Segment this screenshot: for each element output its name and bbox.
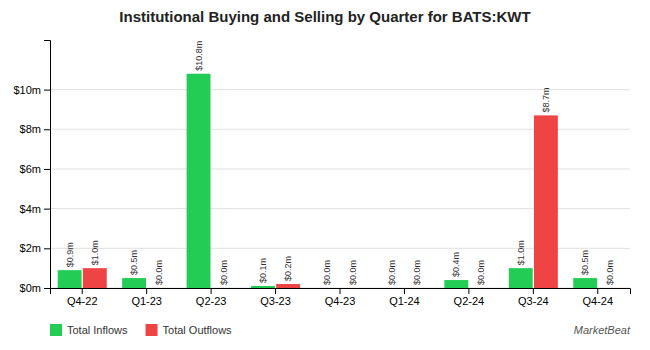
y-tick: $2m xyxy=(20,242,50,254)
legend-label: Total Inflows xyxy=(67,324,128,336)
title: Institutional Buying and Selling by Quar… xyxy=(119,8,530,25)
legend-swatch xyxy=(146,324,158,336)
bar xyxy=(380,288,404,289)
y-tick-label: $8m xyxy=(20,123,41,135)
data-label: $0.9m xyxy=(65,242,75,267)
data-label: $0.5m xyxy=(580,250,590,275)
bar xyxy=(315,288,339,289)
grid xyxy=(50,90,630,288)
data-label: $1.0m xyxy=(516,240,526,265)
y-tick-label: $6m xyxy=(20,163,41,175)
x-tick-label: Q3-24 xyxy=(518,295,549,307)
y-tick-mark xyxy=(44,90,50,91)
bar xyxy=(405,288,429,289)
x-tick-mark xyxy=(597,288,598,294)
x-tick-label: Q2-23 xyxy=(196,295,227,307)
x-axis-line xyxy=(51,289,631,295)
y-tick-label: $2m xyxy=(20,242,41,254)
bar xyxy=(573,278,597,288)
y-tick: $0m xyxy=(20,282,50,294)
data-label: $0.0m xyxy=(154,260,164,285)
x-tick-label: Q1-24 xyxy=(389,295,420,307)
annotation: MarketBeat xyxy=(574,324,631,336)
y-tick-mark xyxy=(44,209,50,210)
bar xyxy=(444,280,468,288)
y-tick: $8m xyxy=(20,123,50,135)
data-label: $0.5m xyxy=(129,250,139,275)
data-label: $0.2m xyxy=(283,256,293,281)
data-label: $0.4m xyxy=(451,252,461,277)
y-tick-mark xyxy=(44,288,50,289)
bar xyxy=(509,268,533,288)
bar xyxy=(598,288,622,289)
x-tick: Q3-23 xyxy=(260,288,291,307)
x-tick: Q4-22 xyxy=(67,288,98,307)
x-tick-mark xyxy=(275,288,276,294)
bars xyxy=(58,74,597,288)
data-label: $0.0m xyxy=(322,260,332,285)
bar xyxy=(187,74,211,288)
x-axis: Q4-22 Q1-23 Q2-23 Q3-23 Q4-23 Q1-24 Q2-24 Q3-24… xyxy=(51,288,631,307)
bar xyxy=(147,288,171,289)
data-labels: $0.9m $0.5m $10.8m $0.1m $0.0m $0.0m $0.4m $1.0… xyxy=(65,41,616,285)
x-tick-mark xyxy=(468,288,469,294)
bar xyxy=(212,288,236,289)
y-tick: $10m xyxy=(13,84,50,96)
data-label: $0.0m xyxy=(605,260,615,285)
bar xyxy=(276,284,300,288)
y-tick-label: $10m xyxy=(13,84,41,96)
bar xyxy=(58,270,82,288)
x-tick-mark xyxy=(340,288,341,294)
x-tick: Q1-24 xyxy=(389,288,420,307)
x-tick: Q3-24 xyxy=(518,288,549,307)
plot: $0.9m $0.5m $10.8m $0.1m $0.0m $0.0m $0.4m $1.0… xyxy=(13,41,630,307)
legend-item: Total Inflows xyxy=(50,324,128,336)
x-tick-mark xyxy=(533,288,534,294)
x-tick: Q2-24 xyxy=(454,288,485,307)
y-tick: $6m xyxy=(20,163,50,175)
y-tick: $4m xyxy=(20,203,50,215)
x-tick-mark xyxy=(82,288,83,294)
y-tick-mark xyxy=(44,129,50,130)
legend-swatch xyxy=(50,324,62,336)
y-axis-line xyxy=(44,41,51,289)
y-axis: $0m $2m $4m $6m $8m $10m xyxy=(13,41,50,295)
y-tick-label: $0m xyxy=(20,282,41,294)
data-label: $10.8m xyxy=(194,41,204,71)
data-label: $0.0m xyxy=(412,260,422,285)
data-label: $0.0m xyxy=(219,260,229,285)
bar xyxy=(83,268,107,288)
data-label: $0.0m xyxy=(348,260,358,285)
data-label: $1.0m xyxy=(90,240,100,265)
x-tick-label: Q2-24 xyxy=(454,295,485,307)
x-tick-label: Q4-22 xyxy=(67,295,98,307)
data-label: $0.0m xyxy=(387,260,397,285)
x-tick-label: Q4-23 xyxy=(325,295,356,307)
x-tick: Q4-24 xyxy=(582,288,613,307)
x-tick-mark xyxy=(146,288,147,294)
x-tick-mark xyxy=(404,288,405,294)
x-tick-label: Q3-23 xyxy=(260,295,291,307)
y-tick-mark xyxy=(44,248,50,249)
x-tick-mark xyxy=(211,288,212,294)
legend-label: Total Outflows xyxy=(163,324,233,336)
data-label: $8.7m xyxy=(541,87,551,112)
x-tick: Q1-23 xyxy=(131,288,162,307)
y-tick-label: $4m xyxy=(20,203,41,215)
legend-item: Total Outflows xyxy=(146,324,233,336)
chart: $0.9m $0.5m $10.8m $0.1m $0.0m $0.0m $0.4m $1.0… xyxy=(0,0,650,350)
data-label: $0.1m xyxy=(258,258,268,283)
legend: Total Inflows Total Outflows xyxy=(50,324,232,336)
x-tick: Q4-23 xyxy=(325,288,356,307)
bar xyxy=(122,278,146,288)
x-tick-label: Q4-24 xyxy=(582,295,613,307)
bar xyxy=(341,288,365,289)
x-tick: Q2-23 xyxy=(196,288,227,307)
bar xyxy=(251,286,275,288)
bar xyxy=(470,288,494,289)
bar xyxy=(534,115,558,288)
y-tick-mark xyxy=(44,169,50,170)
x-tick-label: Q1-23 xyxy=(131,295,162,307)
data-label: $0.0m xyxy=(476,260,486,285)
